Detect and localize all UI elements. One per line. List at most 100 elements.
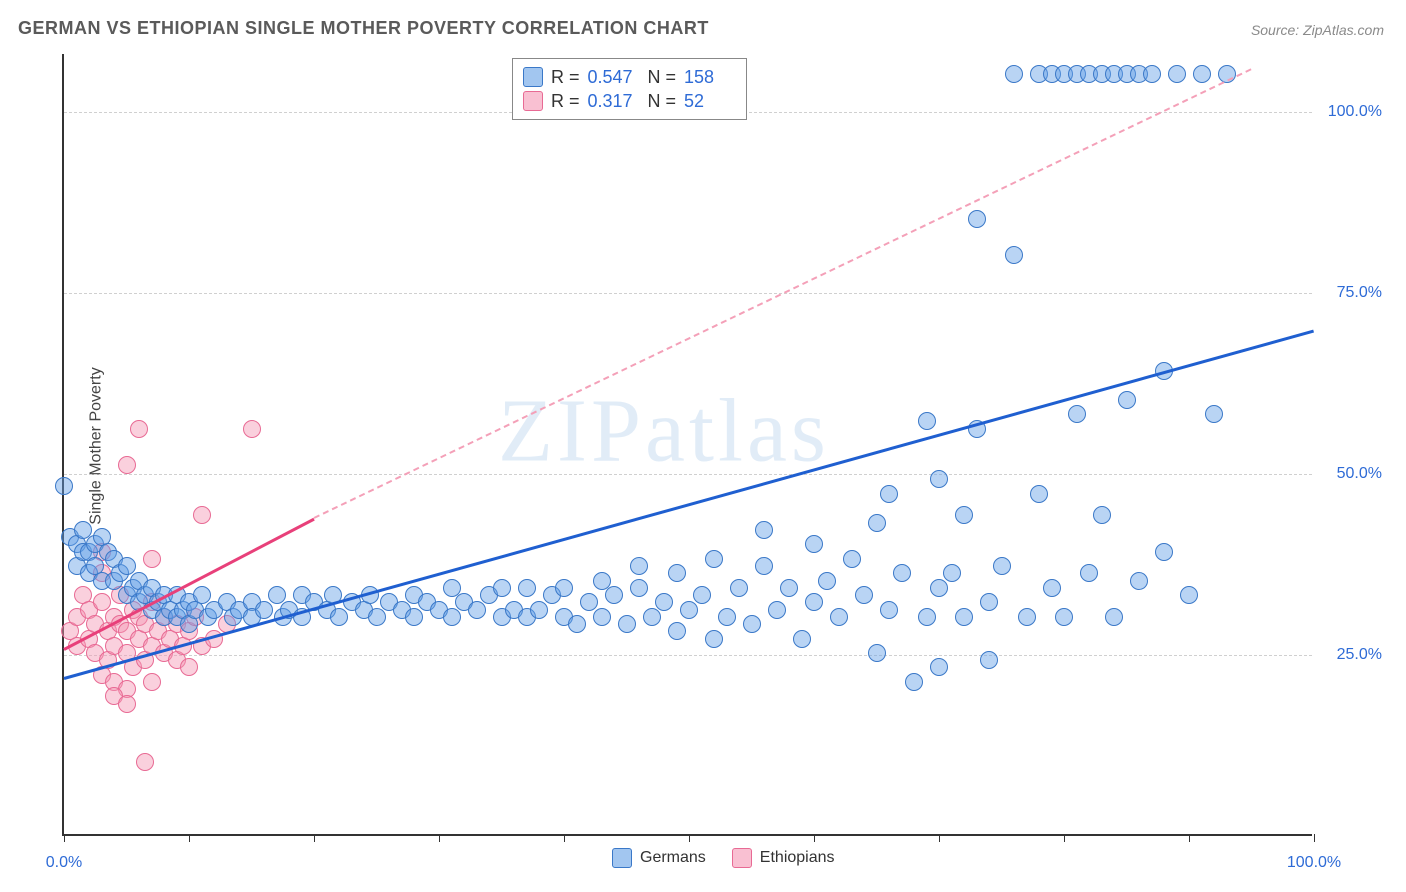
gridline-h [64, 293, 1312, 294]
point-germans [893, 564, 911, 582]
chart-title: GERMAN VS ETHIOPIAN SINGLE MOTHER POVERT… [18, 18, 709, 39]
point-germans [605, 586, 623, 604]
gridline-h [64, 655, 1312, 656]
point-germans [718, 608, 736, 626]
point-germans [518, 579, 536, 597]
point-germans [680, 601, 698, 619]
legend-label: Ethiopians [760, 849, 835, 867]
point-germans [368, 608, 386, 626]
point-ethiopians [118, 456, 136, 474]
legend-swatch [523, 91, 543, 111]
point-germans [405, 608, 423, 626]
point-germans [1180, 586, 1198, 604]
x-tick-label: 100.0% [1287, 854, 1341, 872]
point-germans [630, 579, 648, 597]
point-germans [980, 651, 998, 669]
n-label: N = [648, 65, 677, 89]
point-germans [1193, 65, 1211, 83]
x-tick [1314, 834, 1315, 842]
point-germans [868, 644, 886, 662]
point-germans [930, 658, 948, 676]
point-ethiopians [193, 506, 211, 524]
point-germans [705, 630, 723, 648]
correlation-stats-legend: R =0.547N =158R =0.317N =52 [512, 58, 747, 120]
y-tick-label: 75.0% [1322, 284, 1382, 302]
point-germans [493, 579, 511, 597]
point-germans [743, 615, 761, 633]
source-attribution: Source: ZipAtlas.com [1251, 22, 1384, 38]
point-germans [755, 521, 773, 539]
point-germans [568, 615, 586, 633]
point-ethiopians [143, 550, 161, 568]
x-tick [1189, 834, 1190, 842]
point-germans [880, 485, 898, 503]
point-germans [630, 557, 648, 575]
legend-item: Ethiopians [732, 848, 835, 868]
point-ethiopians [243, 420, 261, 438]
r-value: 0.317 [588, 89, 640, 113]
point-germans [655, 593, 673, 611]
x-tick [439, 834, 440, 842]
point-germans [330, 608, 348, 626]
point-germans [855, 586, 873, 604]
point-germans [905, 673, 923, 691]
point-germans [1143, 65, 1161, 83]
series-legend: Germans Ethiopians [612, 848, 835, 868]
gridline-h [64, 474, 1312, 475]
stats-legend-row: R =0.547N =158 [523, 65, 736, 89]
point-germans [805, 593, 823, 611]
point-germans [618, 615, 636, 633]
point-germans [843, 550, 861, 568]
n-value: 158 [684, 65, 736, 89]
x-tick [689, 834, 690, 842]
point-germans [1055, 608, 1073, 626]
point-germans [555, 579, 573, 597]
y-tick-label: 100.0% [1322, 103, 1382, 121]
point-ethiopians [143, 673, 161, 691]
r-value: 0.547 [588, 65, 640, 89]
legend-swatch [732, 848, 752, 868]
point-germans [880, 601, 898, 619]
point-germans [1105, 608, 1123, 626]
point-germans [830, 608, 848, 626]
point-germans [668, 564, 686, 582]
point-germans [955, 506, 973, 524]
x-tick [64, 834, 65, 842]
point-germans [693, 586, 711, 604]
legend-label: Germans [640, 849, 706, 867]
point-germans [1093, 506, 1111, 524]
n-label: N = [648, 89, 677, 113]
point-germans [918, 608, 936, 626]
point-germans [593, 608, 611, 626]
point-germans [1068, 405, 1086, 423]
legend-swatch [523, 67, 543, 87]
y-tick-label: 50.0% [1322, 465, 1382, 483]
x-tick [314, 834, 315, 842]
r-label: R = [551, 89, 580, 113]
y-tick-label: 25.0% [1322, 646, 1382, 664]
point-germans [530, 601, 548, 619]
point-germans [443, 608, 461, 626]
point-ethiopians [136, 753, 154, 771]
trendline-germans [64, 329, 1315, 679]
point-germans [868, 514, 886, 532]
n-value: 52 [684, 89, 736, 113]
point-germans [668, 622, 686, 640]
point-germans [955, 608, 973, 626]
point-germans [818, 572, 836, 590]
point-germans [1005, 246, 1023, 264]
x-tick [1064, 834, 1065, 842]
point-germans [780, 579, 798, 597]
point-germans [1205, 405, 1223, 423]
point-germans [1043, 579, 1061, 597]
point-germans [730, 579, 748, 597]
x-tick [939, 834, 940, 842]
point-germans [468, 601, 486, 619]
point-germans [1155, 543, 1173, 561]
point-germans [1030, 485, 1048, 503]
point-ethiopians [180, 658, 198, 676]
point-germans [930, 470, 948, 488]
point-germans [805, 535, 823, 553]
legend-swatch [612, 848, 632, 868]
point-germans [1080, 564, 1098, 582]
